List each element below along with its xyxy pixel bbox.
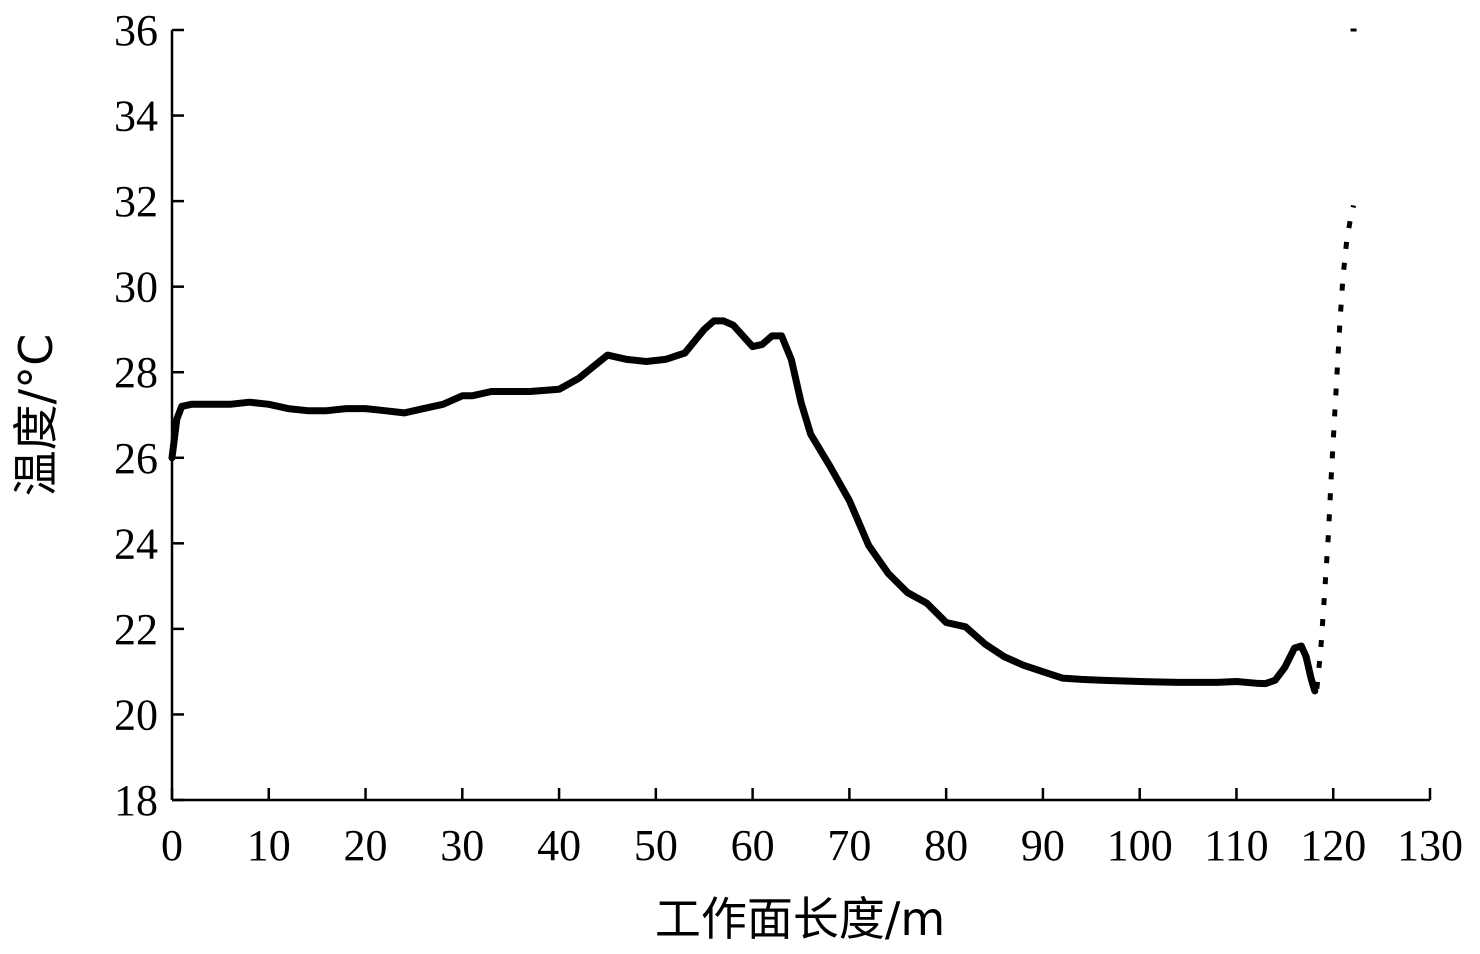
x-tick-label: 60	[731, 821, 775, 870]
y-tick-label: 30	[114, 263, 158, 312]
x-tick-label: 10	[247, 821, 291, 870]
y-axis: 18 20 22 24 26 28 30 32 34 36	[114, 6, 184, 825]
x-tick-label: 90	[1021, 821, 1065, 870]
x-tick-label: 30	[440, 821, 484, 870]
series-line-2	[1314, 204, 1357, 690]
y-tick-label: 36	[114, 6, 158, 55]
x-tick-label: 130	[1397, 821, 1463, 870]
x-tick-label: 50	[634, 821, 678, 870]
plot-area	[168, 28, 1357, 695]
x-tick-label: 80	[924, 821, 968, 870]
x-tick-label: 110	[1204, 821, 1268, 870]
x-tick-label: 70	[827, 821, 871, 870]
y-tick-label: 32	[114, 177, 158, 226]
x-tick-label: 40	[537, 821, 581, 870]
x-tick-label: 120	[1300, 821, 1366, 870]
y-axis-title: 温度/°C	[9, 334, 63, 497]
series-line-1	[168, 317, 1319, 695]
y-tick-label: 26	[114, 434, 158, 483]
x-axis-title: 工作面长度/m	[655, 892, 945, 946]
y-tick-label: 24	[114, 519, 158, 568]
y-tick-label: 18	[114, 776, 158, 825]
y-tick-label: 20	[114, 690, 158, 739]
y-tick-label: 34	[114, 92, 158, 141]
x-axis: 0 10 20 30 40 50 60 70 80 90 100 110 120 130	[161, 788, 1463, 870]
data-point-3	[1350, 28, 1357, 32]
y-tick-label: 28	[114, 348, 158, 397]
x-tick-label: 100	[1107, 821, 1173, 870]
y-tick-label: 22	[114, 605, 158, 654]
x-tick-label: 20	[344, 821, 388, 870]
x-tick-label: 0	[161, 821, 183, 870]
